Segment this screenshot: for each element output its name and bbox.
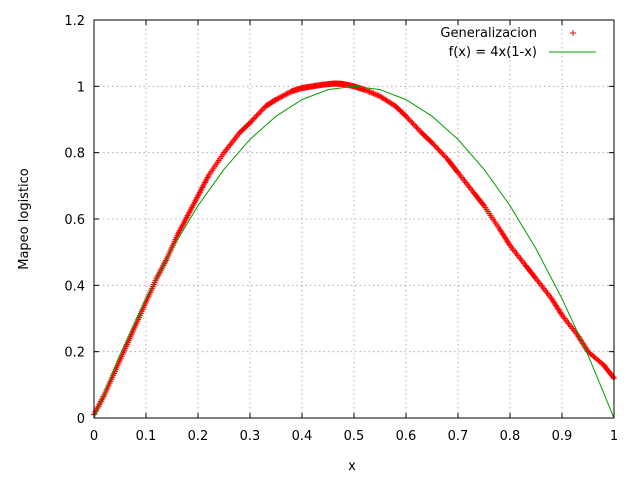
legend-label-generalizacion: Generalizacion [440, 26, 537, 41]
generalizacion-point [442, 153, 448, 160]
legend-label-f: f(x) = 4x(1-x) [449, 45, 537, 60]
generalizacion-point [558, 310, 565, 317]
y-axis-ticks: 0 0.2 0.4 0.6 0.8 1 1.2 [64, 14, 614, 427]
generalizacion-point [413, 124, 420, 131]
generalizacion-point [254, 111, 261, 118]
x-tick-label: 0 [90, 429, 98, 444]
x-tick-label: 0.1 [136, 429, 157, 444]
generalizacion-point [370, 90, 377, 97]
generalizacion-point [375, 92, 382, 99]
generalizacion-point [414, 125, 421, 132]
generalizacion-point [282, 91, 289, 98]
generalizacion-point [252, 114, 259, 121]
generalizacion-point [610, 374, 617, 381]
generalizacion-point [273, 96, 279, 103]
generalizacion-point [430, 141, 437, 148]
generalizacion-point [408, 118, 415, 125]
generalizacion-point [274, 95, 281, 102]
x-tick-label: 0.4 [292, 429, 313, 444]
generalizacion-point [366, 88, 373, 95]
generalizacion-point [405, 115, 412, 122]
y-tick-label: 1.2 [64, 14, 85, 29]
x-tick-label: 0.2 [188, 429, 209, 444]
generalizacion-point [365, 88, 372, 95]
generalizacion-point [260, 105, 266, 112]
x-axis-ticks: 0 0.1 0.2 0.3 0.4 0.5 0.6 0.7 0.8 0.9 1 [90, 20, 618, 444]
series-f-line [93, 85, 615, 419]
generalizacion-point [410, 121, 417, 128]
generalizacion-point [403, 113, 409, 120]
generalizacion-point [480, 201, 487, 208]
legend-marker-generalizacion [570, 30, 576, 36]
y-tick-label: 0.2 [64, 346, 85, 361]
generalizacion-point [249, 117, 256, 124]
x-tick-label: 1 [610, 429, 618, 444]
generalizacion-point [248, 118, 255, 125]
y-tick-label: 1 [77, 80, 85, 95]
grid [94, 20, 614, 418]
generalizacion-point [416, 127, 422, 134]
generalizacion-point [371, 91, 378, 98]
y-tick-label: 0 [77, 412, 85, 427]
y-tick-label: 0.6 [64, 213, 85, 228]
x-tick-label: 0.7 [448, 429, 469, 444]
generalizacion-point [257, 108, 264, 115]
generalizacion-point [367, 89, 374, 96]
generalizacion-point [412, 122, 419, 129]
generalizacion-point [435, 146, 442, 153]
generalizacion-point [253, 112, 260, 119]
x-tick-label: 0.9 [552, 429, 573, 444]
generalizacion-point [431, 142, 438, 149]
x-tick-label: 0.6 [396, 429, 417, 444]
generalizacion-point [409, 120, 416, 127]
x-tick-label: 0.8 [500, 429, 521, 444]
x-axis-label: x [348, 459, 356, 474]
generalizacion-point [250, 115, 257, 122]
generalizacion-point [434, 145, 441, 152]
generalizacion-point [256, 110, 263, 117]
generalizacion-point [280, 92, 287, 99]
generalizacion-point [432, 143, 439, 150]
x-tick-label: 0.3 [240, 429, 261, 444]
generalizacion-point [439, 150, 446, 157]
generalizacion-point [438, 149, 445, 156]
generalizacion-point [278, 93, 285, 100]
generalizacion-point [374, 92, 381, 99]
generalizacion-point [364, 87, 370, 94]
generalizacion-point [429, 139, 435, 146]
y-tick-label: 0.8 [64, 147, 85, 162]
generalizacion-point [404, 114, 411, 121]
legend: Generalizacion f(x) = 4x(1-x) [440, 26, 596, 60]
y-tick-label: 0.4 [64, 279, 85, 294]
generalizacion-point [436, 148, 443, 155]
generalizacion-point [247, 119, 253, 126]
generalizacion-point [283, 91, 290, 98]
generalizacion-point [286, 89, 292, 96]
generalizacion-point [369, 89, 376, 96]
generalizacion-point [406, 117, 413, 124]
generalizacion-point [373, 91, 380, 98]
generalizacion-point [276, 94, 283, 101]
generalizacion-point [440, 152, 447, 159]
x-tick-label: 0.5 [344, 429, 365, 444]
generalizacion-point [279, 93, 286, 100]
generalizacion-point [284, 90, 291, 97]
y-axis-label: Mapeo logistico [17, 168, 32, 270]
generalizacion-point [506, 241, 513, 248]
generalizacion-point [258, 107, 265, 114]
generalizacion-point [275, 95, 282, 102]
